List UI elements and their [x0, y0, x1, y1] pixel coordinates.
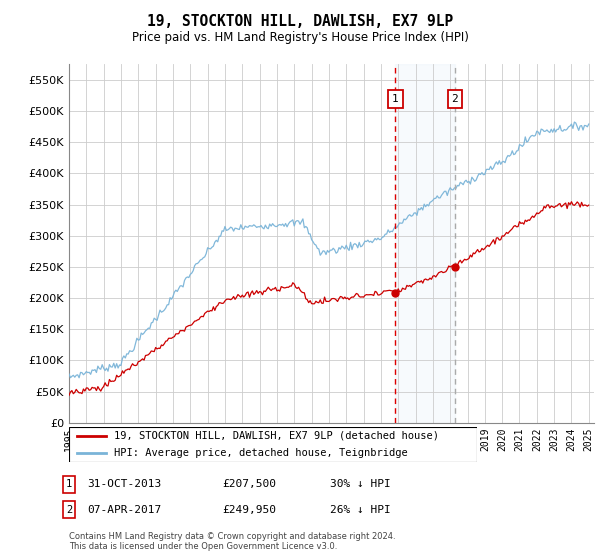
Text: 1: 1 [66, 479, 72, 489]
Text: 19, STOCKTON HILL, DAWLISH, EX7 9LP (detached house): 19, STOCKTON HILL, DAWLISH, EX7 9LP (det… [114, 431, 439, 441]
Text: 07-APR-2017: 07-APR-2017 [87, 505, 161, 515]
Text: £249,950: £249,950 [222, 505, 276, 515]
Text: £207,500: £207,500 [222, 479, 276, 489]
Text: 1: 1 [392, 94, 398, 104]
Text: 31-OCT-2013: 31-OCT-2013 [87, 479, 161, 489]
Text: HPI: Average price, detached house, Teignbridge: HPI: Average price, detached house, Teig… [114, 449, 407, 458]
Bar [395, 64, 455, 423]
Text: 2: 2 [66, 505, 72, 515]
Text: 19, STOCKTON HILL, DAWLISH, EX7 9LP: 19, STOCKTON HILL, DAWLISH, EX7 9LP [147, 14, 453, 29]
Text: Contains HM Land Registry data © Crown copyright and database right 2024.
This d: Contains HM Land Registry data © Crown c… [69, 532, 395, 551]
Text: 26% ↓ HPI: 26% ↓ HPI [330, 505, 391, 515]
Text: 2: 2 [451, 94, 458, 104]
Text: Price paid vs. HM Land Registry's House Price Index (HPI): Price paid vs. HM Land Registry's House … [131, 31, 469, 44]
Text: 30% ↓ HPI: 30% ↓ HPI [330, 479, 391, 489]
